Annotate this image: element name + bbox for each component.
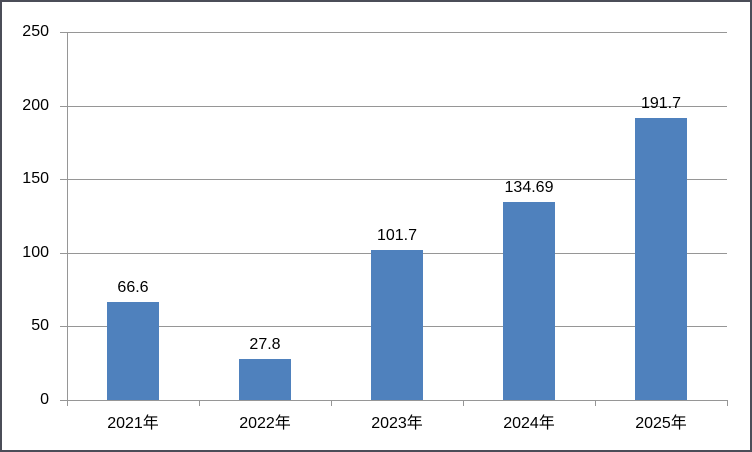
x-axis-category-label: 2023年: [371, 415, 423, 432]
y-axis-tick: [60, 326, 67, 327]
y-axis-line: [67, 32, 68, 400]
x-axis-tick: [727, 401, 728, 406]
y-axis-tick-label: 250: [22, 23, 49, 40]
y-axis-tick-label: 200: [22, 97, 49, 114]
bar: [371, 250, 423, 400]
y-axis-tick-label: 0: [40, 391, 49, 408]
bar: [635, 118, 687, 400]
gridline: [67, 32, 727, 33]
x-axis-tick: [463, 401, 464, 406]
x-axis-category-label: 2024年: [503, 415, 555, 432]
y-axis-tick-label: 150: [22, 170, 49, 187]
x-axis-category-label: 2021年: [107, 415, 159, 432]
x-axis-tick: [67, 401, 68, 406]
x-axis-category-label: 2025年: [635, 415, 687, 432]
x-axis-tick: [331, 401, 332, 406]
x-axis-category-label: 2022年: [239, 415, 291, 432]
y-axis-tick: [60, 253, 67, 254]
gridline: [67, 179, 727, 180]
bar: [107, 302, 159, 400]
data-label: 134.69: [504, 179, 554, 196]
data-label: 191.7: [640, 95, 682, 112]
x-axis-tick: [199, 401, 200, 406]
y-axis-tick: [60, 106, 67, 107]
data-label: 27.8: [249, 336, 281, 353]
y-axis-tick-label: 50: [31, 317, 49, 334]
y-axis-tick: [60, 32, 67, 33]
bar: [503, 202, 555, 400]
y-axis-tick: [60, 400, 67, 401]
x-axis-tick: [595, 401, 596, 406]
y-axis-tick: [60, 179, 67, 180]
bar: [239, 359, 291, 400]
data-label: 66.6: [117, 279, 149, 296]
gridline: [67, 106, 727, 107]
y-axis-tick-label: 100: [22, 244, 49, 261]
x-axis-line: [67, 400, 728, 401]
data-label: 101.7: [376, 227, 418, 244]
